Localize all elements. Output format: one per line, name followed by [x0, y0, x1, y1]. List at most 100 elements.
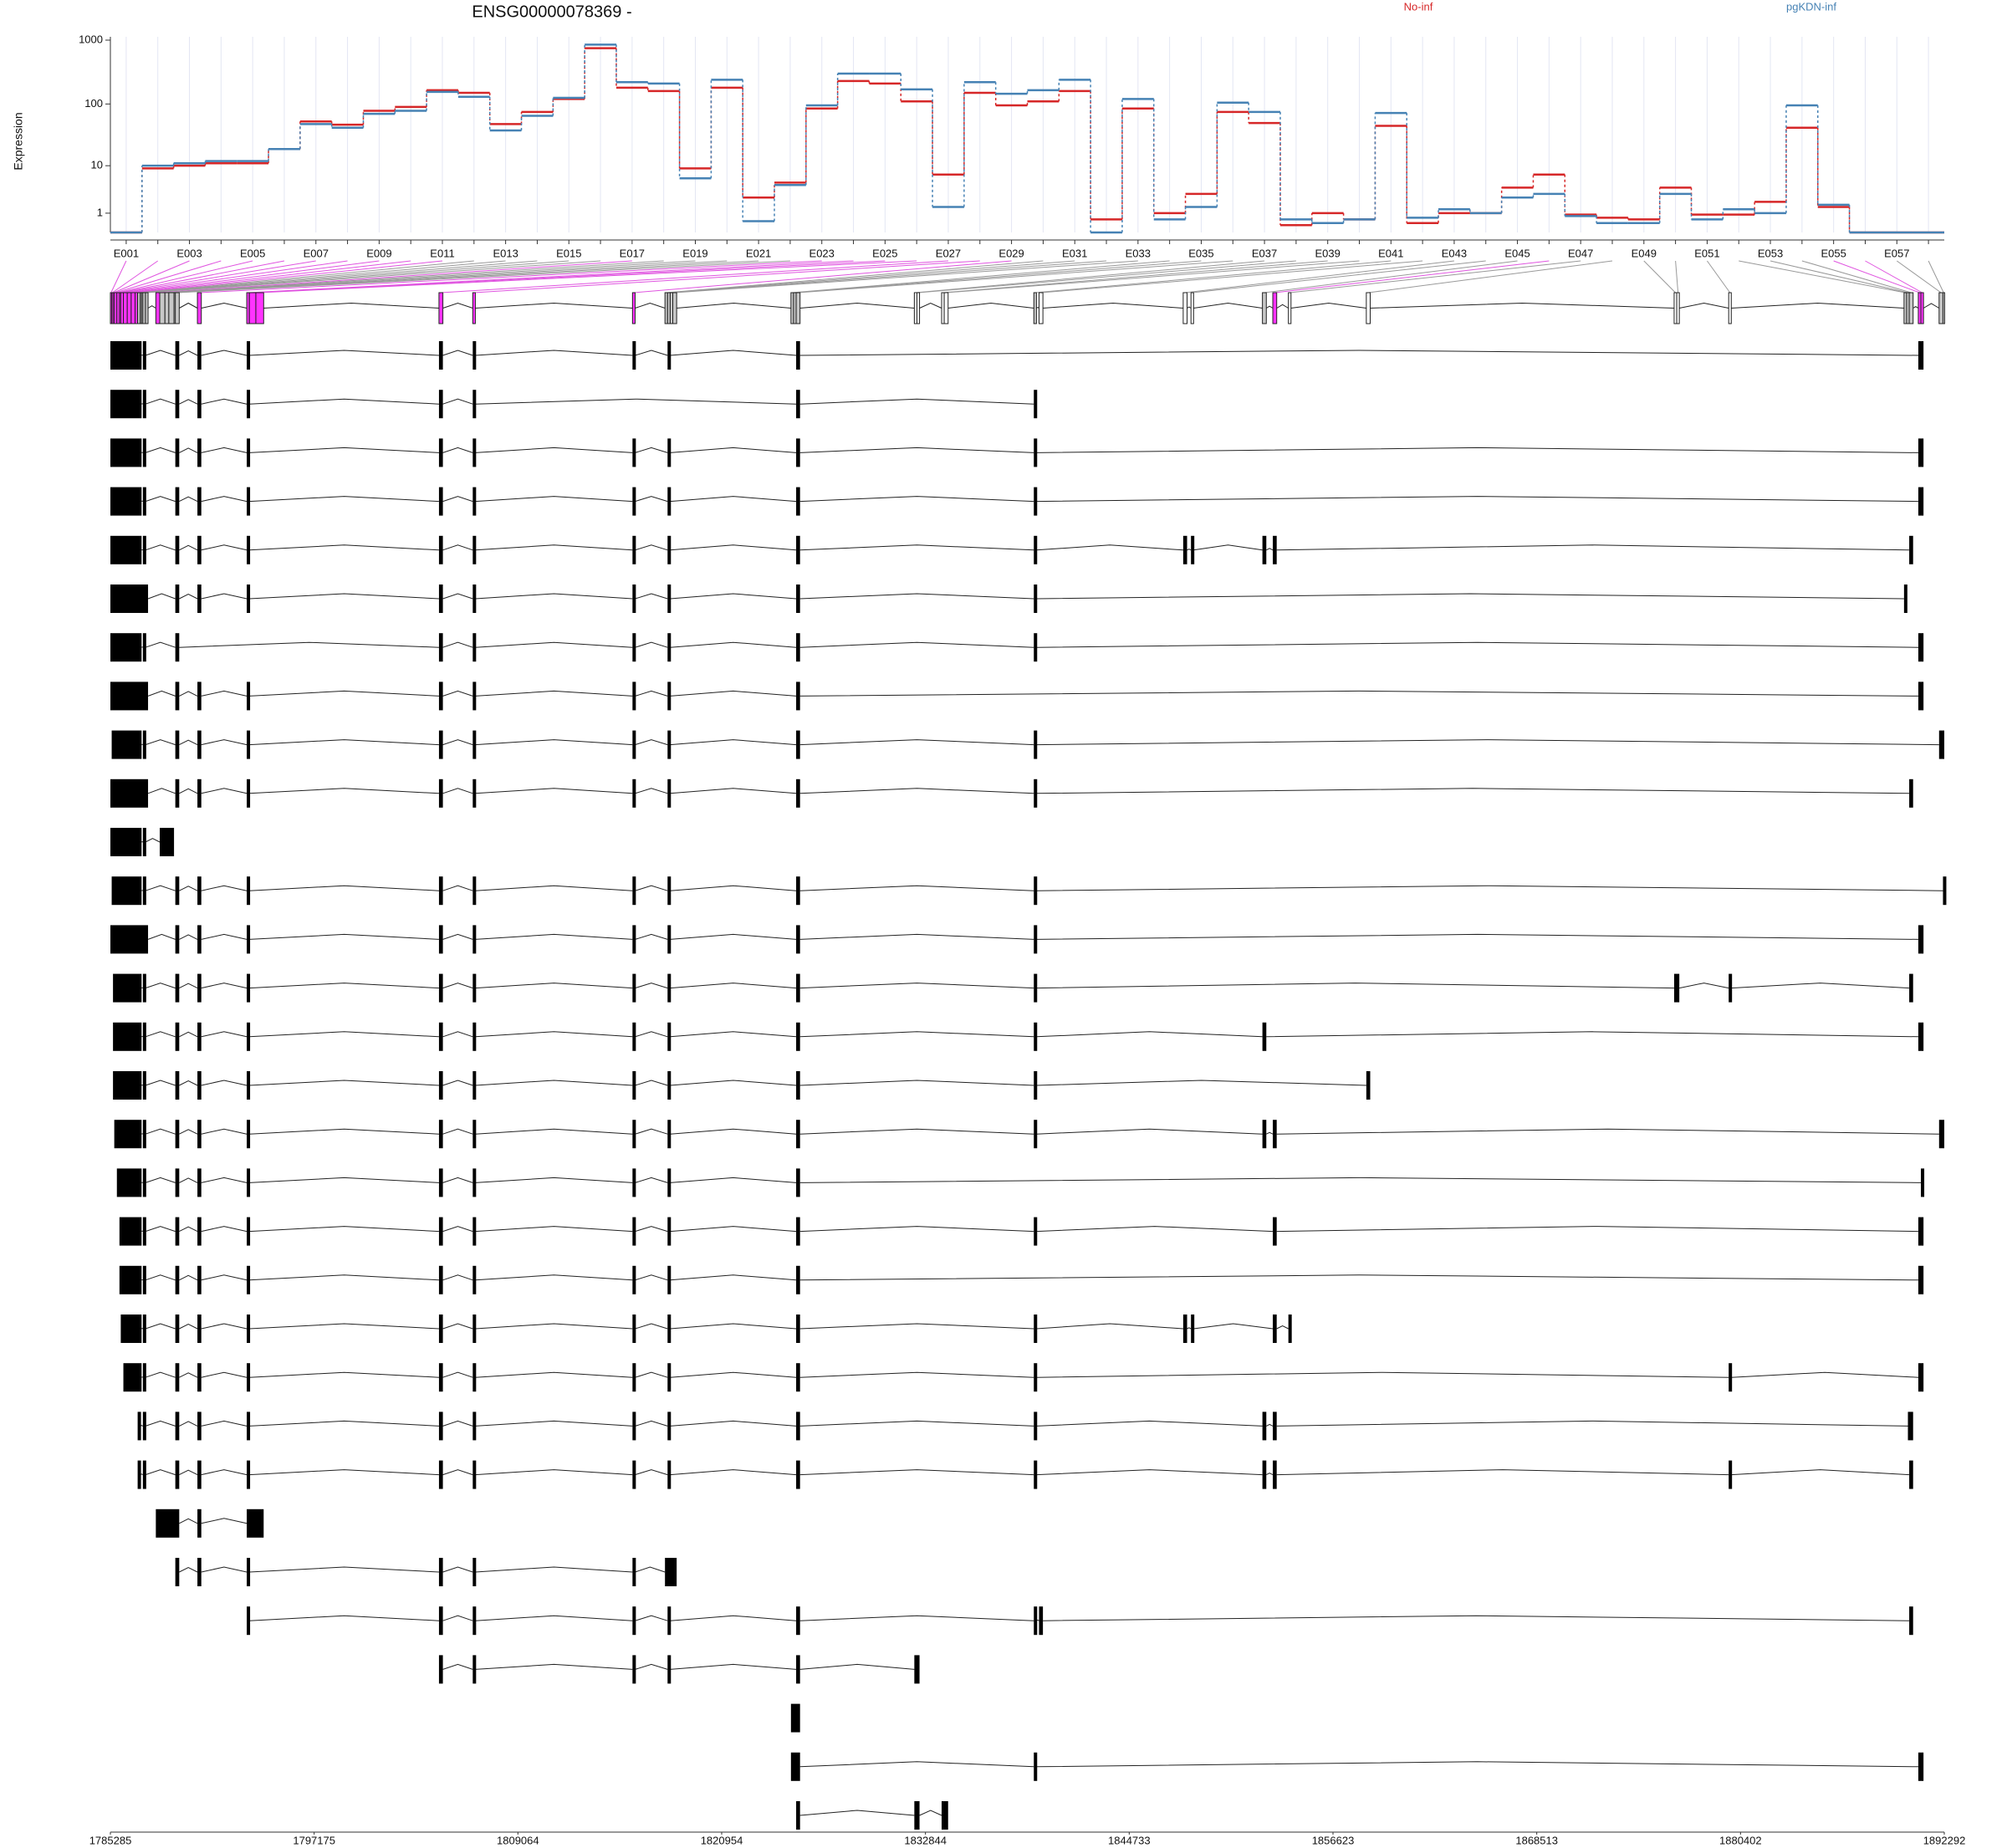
x-tick-label: E029 [998, 247, 1024, 259]
transcript-exon [1034, 1363, 1038, 1392]
transcript-exon [110, 925, 149, 954]
intron [635, 447, 668, 453]
transcript-exon [438, 1071, 443, 1100]
transcript-exon [632, 1606, 636, 1636]
transcript-exon [247, 1558, 251, 1586]
intron [1266, 305, 1274, 309]
transcript-exon [197, 1217, 202, 1246]
transcript-exon [1039, 1606, 1044, 1636]
exon-link [144, 260, 569, 294]
gene-model-bin [1938, 292, 1943, 324]
intron [1036, 1128, 1263, 1135]
transcript-exon [796, 1168, 800, 1197]
transcript-exon [1262, 1412, 1267, 1441]
transcript-exon [438, 438, 443, 467]
intron [475, 1615, 633, 1621]
exon-link [113, 260, 190, 294]
exon-link [110, 260, 127, 294]
transcript-exon [175, 682, 180, 711]
intron [670, 1323, 797, 1330]
intron [475, 1469, 633, 1476]
x-tick-label: E007 [304, 247, 329, 259]
gene-model-bin [1920, 292, 1924, 324]
transcript-exon [796, 1071, 800, 1100]
transcript-exon [247, 730, 251, 759]
transcript-exon [632, 730, 636, 759]
intron [635, 350, 668, 356]
intron [475, 593, 633, 600]
intron [947, 302, 1034, 309]
intron [1043, 302, 1183, 309]
transcript-exon [1288, 1315, 1292, 1343]
transcript-exon [796, 779, 800, 808]
transcript-exon [197, 535, 202, 564]
intron [179, 788, 198, 794]
transcript-exon [113, 1022, 142, 1051]
transcript-exon [247, 876, 251, 906]
intron [249, 788, 439, 794]
transcript-exon [1262, 1460, 1267, 1489]
transcript-exon [796, 535, 800, 564]
exon-link [1833, 260, 1920, 294]
transcript-exon [175, 1265, 180, 1294]
transcript-exon [632, 1120, 636, 1149]
intron [201, 1031, 248, 1038]
intron [145, 350, 176, 356]
transcript-exon [197, 1071, 202, 1100]
transcript-exon [247, 390, 251, 419]
transcript-exon [142, 535, 146, 564]
transcript-exon [1034, 1217, 1038, 1246]
transcript-exon [632, 1071, 636, 1100]
transcript-exon [667, 585, 672, 613]
intron [1276, 1420, 1908, 1427]
intron [201, 933, 248, 940]
intron [442, 1080, 473, 1086]
transcript-exon [632, 1022, 636, 1051]
exon-link [162, 260, 664, 294]
x-tick-label: E023 [809, 247, 835, 259]
transcript-exon [1034, 1022, 1038, 1051]
exon-link [1034, 260, 1392, 294]
transcript-exon [1729, 1460, 1733, 1489]
intron [179, 1129, 198, 1135]
intron [145, 447, 176, 453]
x-tick-label: E049 [1632, 247, 1657, 259]
exon-link [253, 260, 886, 294]
transcript-exon [796, 876, 800, 906]
intron [1276, 544, 1910, 551]
intron [635, 1226, 668, 1233]
transcript-exon [142, 1460, 146, 1489]
exon-link [674, 260, 1138, 294]
transcript-exon [156, 1509, 180, 1538]
intron [263, 302, 439, 309]
intron [145, 1420, 176, 1427]
transcript-exon [1034, 1315, 1038, 1343]
intron [799, 933, 1034, 940]
transcript-exon [796, 1412, 800, 1441]
exon-link [671, 260, 1107, 294]
exon-link [112, 260, 159, 294]
transcript-exon [1034, 1071, 1038, 1100]
intron [635, 1031, 668, 1038]
transcript-exon [1262, 1022, 1267, 1051]
intron [670, 496, 797, 503]
transcript-exon [142, 1412, 146, 1441]
exon-link [118, 260, 253, 294]
transcript-exon [142, 828, 146, 856]
genomic-tick-label: 1809064 [497, 1834, 539, 1846]
intron [179, 641, 439, 648]
intron [670, 1371, 797, 1378]
transcript-exon [247, 1606, 251, 1636]
transcript-exon [1273, 1120, 1277, 1149]
transcript-exon [472, 487, 477, 516]
transcript-exon [1918, 1217, 1924, 1246]
intron [1036, 983, 1674, 989]
intron [1731, 1469, 1910, 1476]
intron [442, 496, 473, 503]
transcript-exon [175, 973, 180, 1003]
intron [249, 1031, 439, 1038]
intron [670, 1615, 797, 1621]
transcript-exon [667, 1606, 672, 1636]
transcript-exon [1918, 1265, 1924, 1294]
transcript-exon [632, 876, 636, 906]
